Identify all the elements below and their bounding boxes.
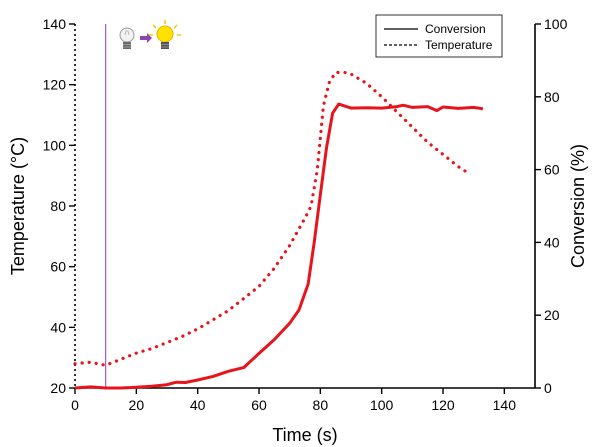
right-y-tick-label: 40 [544, 234, 560, 250]
left-y-tick-label: 40 [50, 319, 66, 335]
x-tick-label: 140 [493, 397, 517, 413]
x-tick-label: 100 [370, 397, 394, 413]
light-bulb-off-icon [119, 27, 135, 49]
x-tick-label: 120 [431, 397, 455, 413]
x-axis-title: Time (s) [272, 425, 337, 445]
x-tick-label: 40 [190, 397, 206, 413]
right-y-tick-label: 20 [544, 307, 560, 323]
right-y-tick-label: 0 [544, 380, 552, 396]
legend: Conversion Temperature [375, 14, 503, 58]
series-conversion-line [74, 102, 484, 390]
right-y-ticks: 0 20 40 60 80 100 [535, 16, 568, 396]
legend-label-temperature: Temperature [425, 38, 493, 52]
light-bulb-on-icon [149, 20, 181, 49]
x-tick-label: 20 [129, 397, 145, 413]
left-y-tick-label: 100 [43, 137, 67, 153]
x-tick-label: 60 [251, 397, 267, 413]
legend-box [375, 14, 503, 58]
left-y-tick-label: 120 [43, 77, 67, 93]
left-y-tick-label: 80 [50, 198, 66, 214]
right-y-tick-label: 80 [544, 89, 560, 105]
legend-label-conversion: Conversion [425, 22, 486, 36]
left-y-tick-label: 140 [43, 16, 67, 32]
x-tick-label: 0 [71, 397, 79, 413]
left-y-ticks: 20 40 60 80 100 120 140 [43, 16, 75, 396]
right-y-tick-label: 60 [544, 162, 560, 178]
right-y-axis-title: Conversion (%) [568, 144, 588, 268]
left-y-axis-title: Temperature (°C) [8, 137, 28, 275]
x-ticks: 0 20 40 60 80 100 120 140 [71, 388, 516, 413]
series-temperature-line [73, 70, 470, 367]
right-y-tick-label: 100 [544, 16, 568, 32]
x-tick-label: 80 [313, 397, 329, 413]
left-y-tick-label: 20 [50, 380, 66, 396]
left-y-tick-label: 60 [50, 259, 66, 275]
